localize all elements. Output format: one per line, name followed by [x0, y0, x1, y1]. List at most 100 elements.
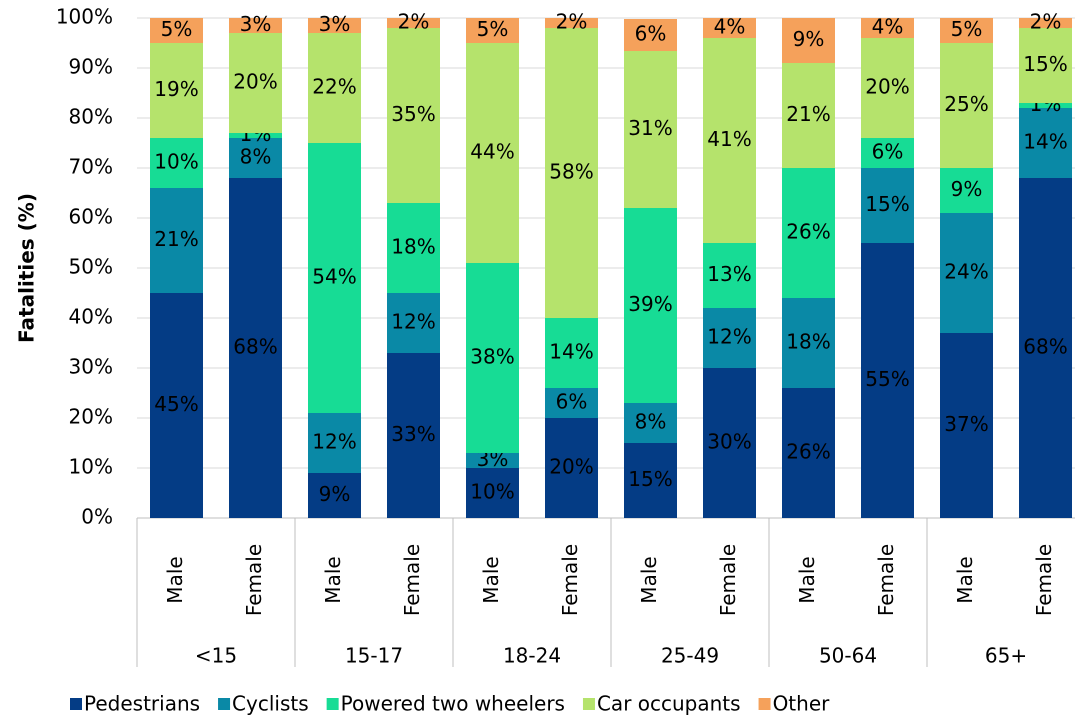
data-label: 58% — [549, 160, 593, 184]
data-label: 9% — [319, 482, 351, 506]
data-label: 4% — [872, 15, 904, 39]
data-label: 41% — [707, 127, 751, 151]
bar-segment — [782, 18, 835, 63]
bar-segment — [624, 19, 677, 51]
data-label: 68% — [233, 335, 277, 359]
group-label: 25-49 — [661, 644, 719, 668]
bar-segment — [940, 333, 993, 518]
bar-segment — [545, 28, 598, 318]
bar-segment — [861, 168, 914, 243]
legend-swatch — [218, 698, 231, 710]
bar-segment — [703, 38, 756, 243]
legend-swatch — [326, 698, 339, 710]
bar-segment — [1019, 108, 1072, 178]
bar-segment — [703, 243, 756, 308]
bar-segment — [466, 18, 519, 43]
group-label: <15 — [195, 644, 237, 668]
group-label: 50-64 — [819, 644, 877, 668]
y-tick-label: 90% — [69, 55, 113, 79]
bar-segment — [782, 168, 835, 298]
bar-segment — [782, 388, 835, 518]
bar-segment — [387, 203, 440, 293]
bar-segment — [940, 213, 993, 333]
bar-segment — [229, 138, 282, 178]
bar-segment — [308, 143, 361, 413]
data-label: 8% — [635, 410, 667, 434]
data-label: 39% — [628, 292, 672, 316]
legend-swatch — [582, 698, 595, 710]
bar-segment — [861, 18, 914, 38]
bar-segment — [1019, 28, 1072, 103]
y-tick-label: 80% — [69, 105, 113, 129]
y-tick-label: 100% — [56, 5, 113, 29]
bar-segment — [466, 43, 519, 263]
bar-segment — [150, 18, 203, 43]
legend-label: Pedestrians — [84, 692, 200, 716]
bar-segment — [387, 293, 440, 353]
data-label: 12% — [312, 430, 356, 454]
bar-segment — [229, 133, 282, 138]
data-label: 13% — [707, 262, 751, 286]
legend-label: Car occupants — [597, 692, 741, 716]
bar-segment — [466, 263, 519, 453]
x-tick-label: Female — [400, 544, 424, 616]
y-tick-label: 10% — [69, 455, 113, 479]
data-label: 2% — [1030, 10, 1062, 34]
x-tick-label: Female — [1032, 544, 1056, 616]
data-label: 10% — [154, 150, 198, 174]
bar-segment — [308, 33, 361, 143]
bar-segment — [624, 403, 677, 443]
data-label: 37% — [944, 412, 988, 436]
data-label: 12% — [707, 325, 751, 349]
data-label: 54% — [312, 265, 356, 289]
x-tick-label: Male — [953, 556, 977, 603]
bar-segment — [624, 51, 677, 208]
data-label: 33% — [391, 422, 435, 446]
data-label: 8% — [240, 145, 272, 169]
bar-segment — [782, 63, 835, 168]
x-tick-label: Female — [874, 544, 898, 616]
data-label: 15% — [628, 467, 672, 491]
data-label: 2% — [556, 10, 588, 34]
x-tick-label: Female — [716, 544, 740, 616]
data-label: 24% — [944, 260, 988, 284]
data-label: 6% — [872, 140, 904, 164]
bar-segment — [861, 138, 914, 168]
legend-label: Other — [773, 692, 831, 716]
y-tick-label: 50% — [69, 255, 113, 279]
y-tick-label: 0% — [81, 505, 113, 529]
bar-segment — [703, 308, 756, 368]
data-label: 44% — [470, 140, 514, 164]
bar-segment — [150, 293, 203, 518]
data-label: 2% — [398, 10, 430, 34]
data-label: 26% — [786, 440, 830, 464]
data-label: 5% — [951, 17, 983, 41]
data-label: 18% — [391, 235, 435, 259]
bar-segment — [1019, 178, 1072, 518]
data-label: 9% — [793, 27, 825, 51]
bar-segment — [545, 418, 598, 518]
y-tick-label: 20% — [69, 405, 113, 429]
x-tick-label: Male — [795, 556, 819, 603]
legend-swatch — [70, 698, 82, 710]
data-label: 31% — [628, 116, 672, 140]
bar-segment — [466, 468, 519, 518]
x-tick-label: Female — [242, 544, 266, 616]
data-label: 30% — [707, 430, 751, 454]
data-label: 6% — [556, 390, 588, 414]
data-label: 14% — [1023, 130, 1067, 154]
data-label: 20% — [549, 455, 593, 479]
data-label: 18% — [786, 330, 830, 354]
group-label: 65+ — [985, 644, 1027, 668]
bar-segment — [1019, 103, 1072, 108]
data-label: 6% — [635, 22, 667, 46]
bar-segment — [940, 18, 993, 43]
data-label: 55% — [865, 367, 909, 391]
bar-segment — [229, 18, 282, 33]
bar-segment — [703, 368, 756, 518]
data-label: 25% — [944, 92, 988, 116]
bar-segment — [308, 18, 361, 33]
y-tick-label: 40% — [69, 305, 113, 329]
y-axis-label: Fatalities (%) — [15, 193, 39, 343]
